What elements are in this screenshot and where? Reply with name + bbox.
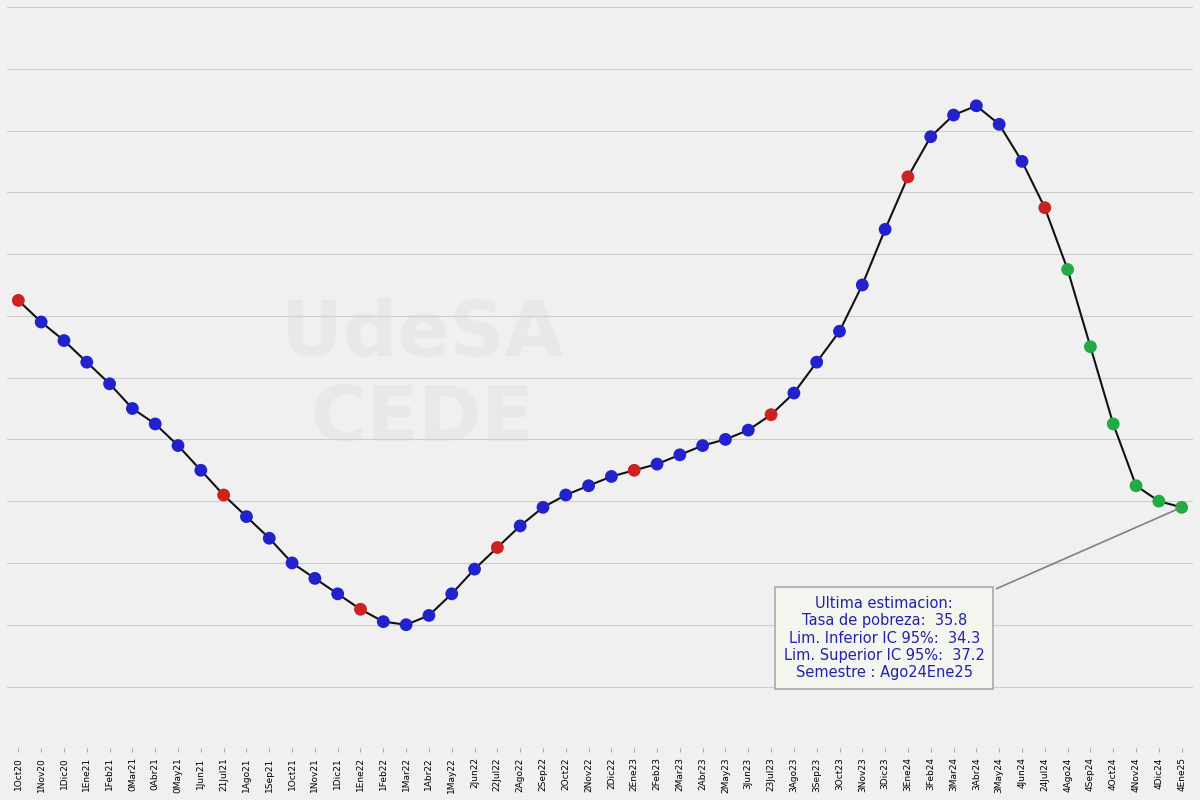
Point [944,109,964,122]
Text: UdeSA
CEDE: UdeSA CEDE [281,298,563,458]
Point [625,464,644,477]
Point [1036,202,1055,214]
Point [1081,340,1100,353]
Point [168,439,187,452]
Point [122,402,142,415]
Text: Ultima estimacion:
Tasa de pobreza:  35.8
Lim. Inferior IC 95%:  34.3
Lim. Super: Ultima estimacion: Tasa de pobreza: 35.8… [784,509,1180,680]
Point [1150,494,1169,507]
Point [214,489,233,502]
Point [282,557,301,570]
Point [1104,418,1123,430]
Point [145,418,164,430]
Point [556,489,575,502]
Point [464,562,484,575]
Point [808,356,827,369]
Point [1058,263,1078,276]
Point [8,294,28,306]
Point [739,424,758,437]
Point [31,316,50,329]
Point [694,439,713,452]
Point [442,587,461,600]
Point [716,433,736,446]
Point [328,587,347,600]
Point [785,386,804,399]
Point [967,99,986,112]
Point [648,458,667,470]
Point [100,378,119,390]
Point [899,170,918,183]
Point [1013,155,1032,168]
Point [578,479,598,492]
Point [1127,479,1146,492]
Point [510,519,529,532]
Point [77,356,96,369]
Point [533,501,552,514]
Point [990,118,1009,130]
Point [671,449,690,462]
Point [419,609,438,622]
Point [350,603,370,616]
Point [853,278,872,291]
Point [602,470,622,483]
Point [922,130,941,143]
Point [373,615,392,628]
Point [876,223,895,236]
Point [1172,501,1192,514]
Point [191,464,210,477]
Point [54,334,73,347]
Point [305,572,324,585]
Point [236,510,256,523]
Point [487,541,506,554]
Point [830,325,850,338]
Point [396,618,415,631]
Point [762,408,781,421]
Point [259,532,278,545]
